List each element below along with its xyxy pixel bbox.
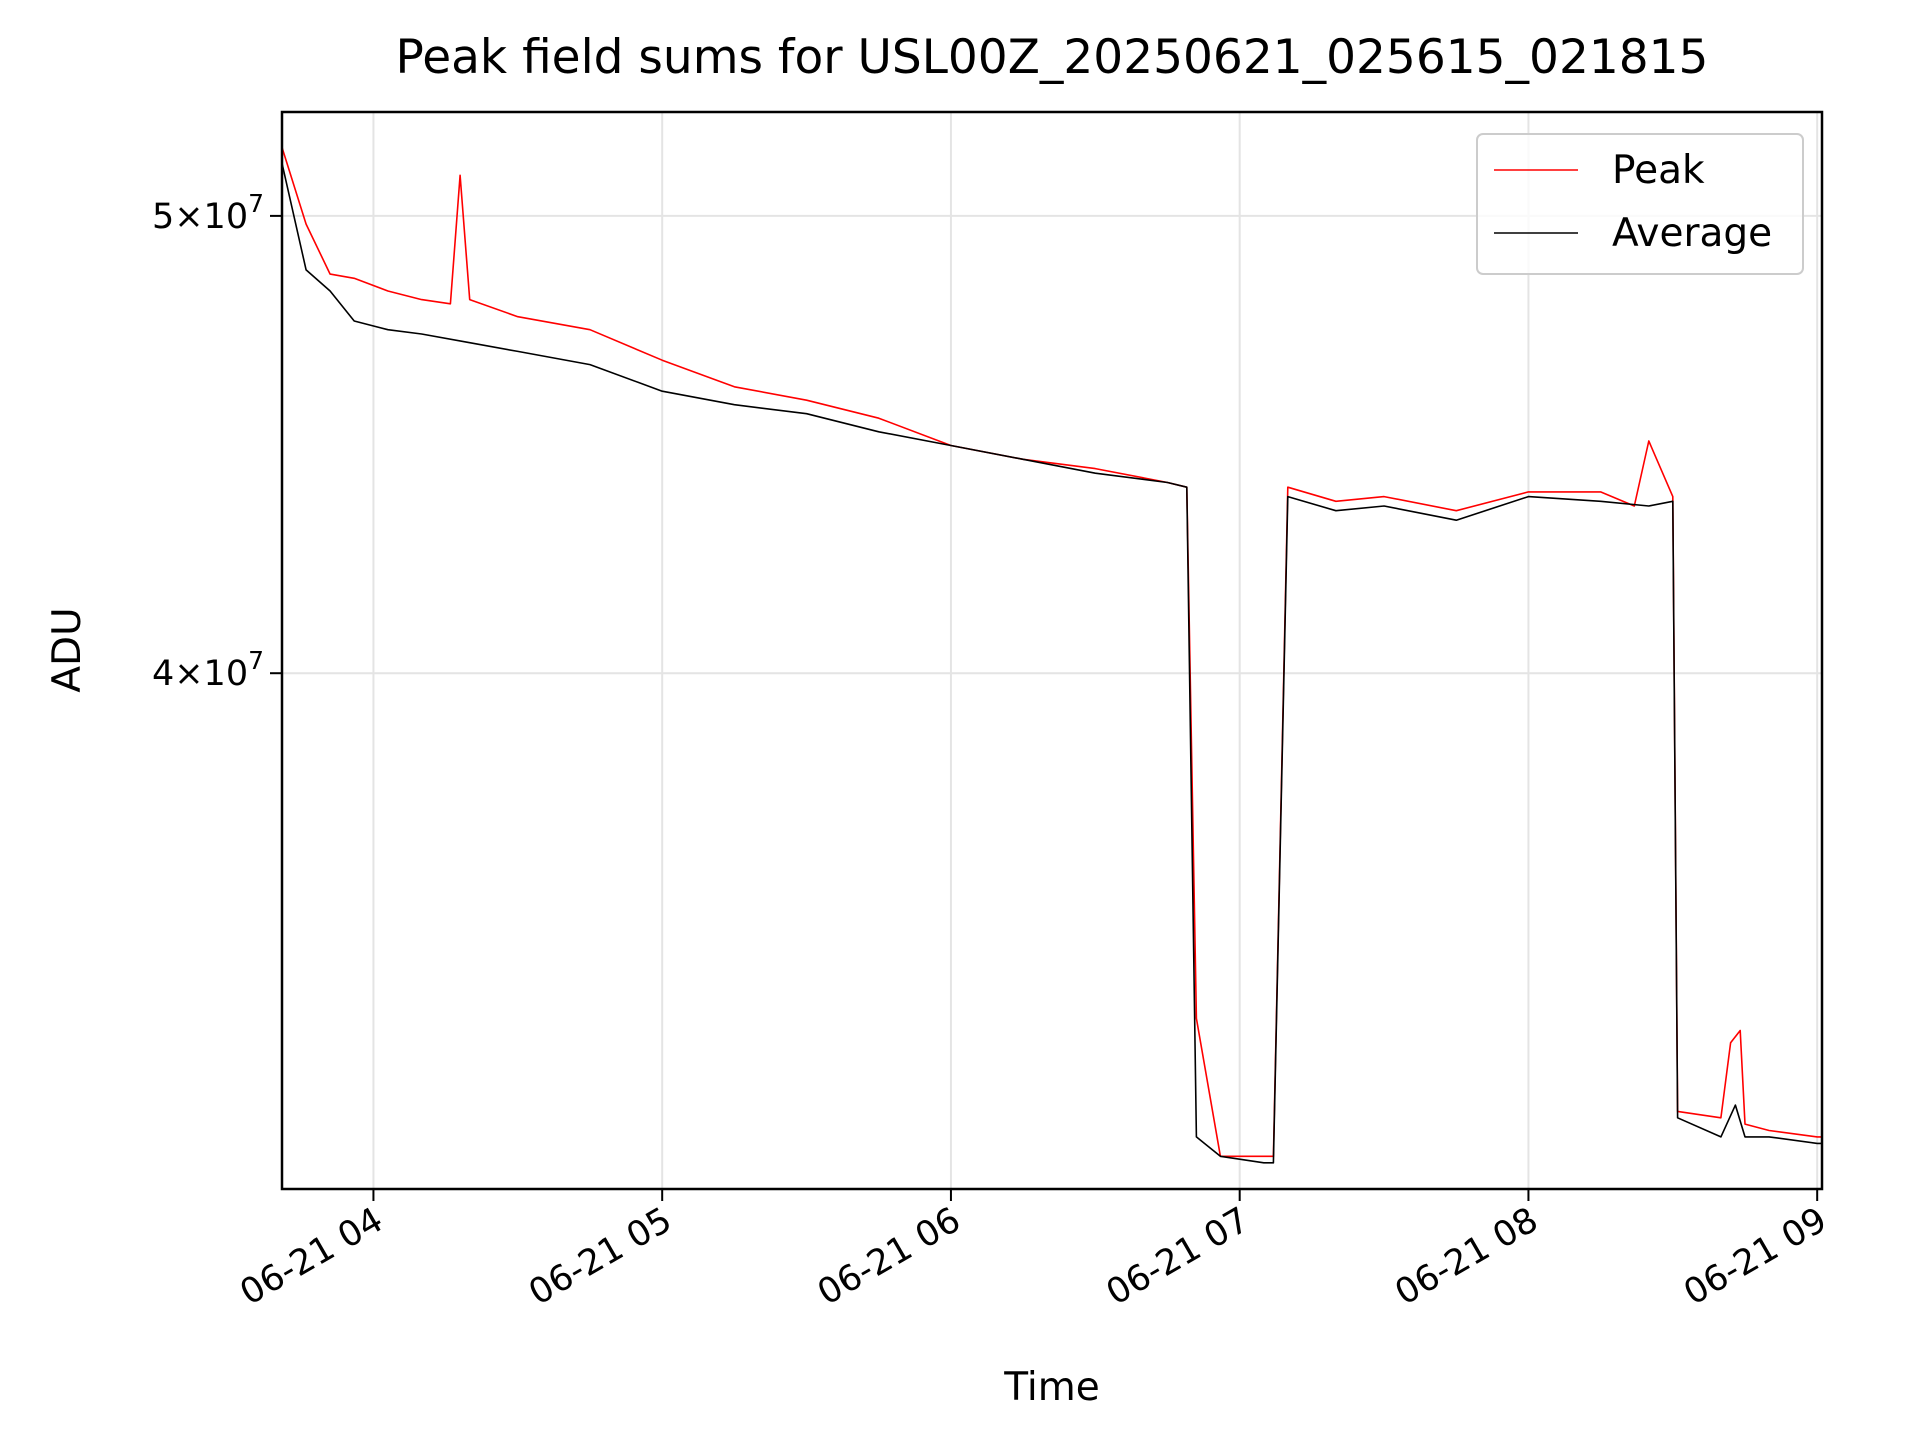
plot-frame bbox=[280, 110, 1824, 1191]
chart-title: Peak field sums for USL00Z_20250621_0256… bbox=[396, 30, 1709, 85]
series-layer bbox=[281, 147, 1822, 1164]
y-tick-mantissa: 5 bbox=[152, 197, 174, 237]
y-tick-label: 5×107 bbox=[152, 189, 264, 237]
legend: Peak Average bbox=[1476, 133, 1804, 275]
legend-label-peak: Peak bbox=[1612, 148, 1705, 193]
x-axis-label: Time bbox=[1003, 1365, 1099, 1410]
y-tick-times-ten: ×10 bbox=[174, 197, 248, 237]
series-line-average bbox=[281, 163, 1822, 1164]
series-line-peak bbox=[281, 147, 1822, 1158]
legend-label-average: Average bbox=[1612, 211, 1772, 256]
y-tick-label: 4×107 bbox=[152, 646, 264, 694]
y-tick-exponent: 7 bbox=[248, 646, 264, 675]
y-tick-times-ten: ×10 bbox=[174, 654, 248, 694]
y-axis-label: ADU bbox=[45, 607, 90, 692]
y-tick-mantissa: 4 bbox=[152, 654, 174, 694]
grid-layer bbox=[282, 112, 1822, 1189]
y-tick-exponent: 7 bbox=[248, 189, 264, 218]
legend-box bbox=[1476, 133, 1804, 275]
